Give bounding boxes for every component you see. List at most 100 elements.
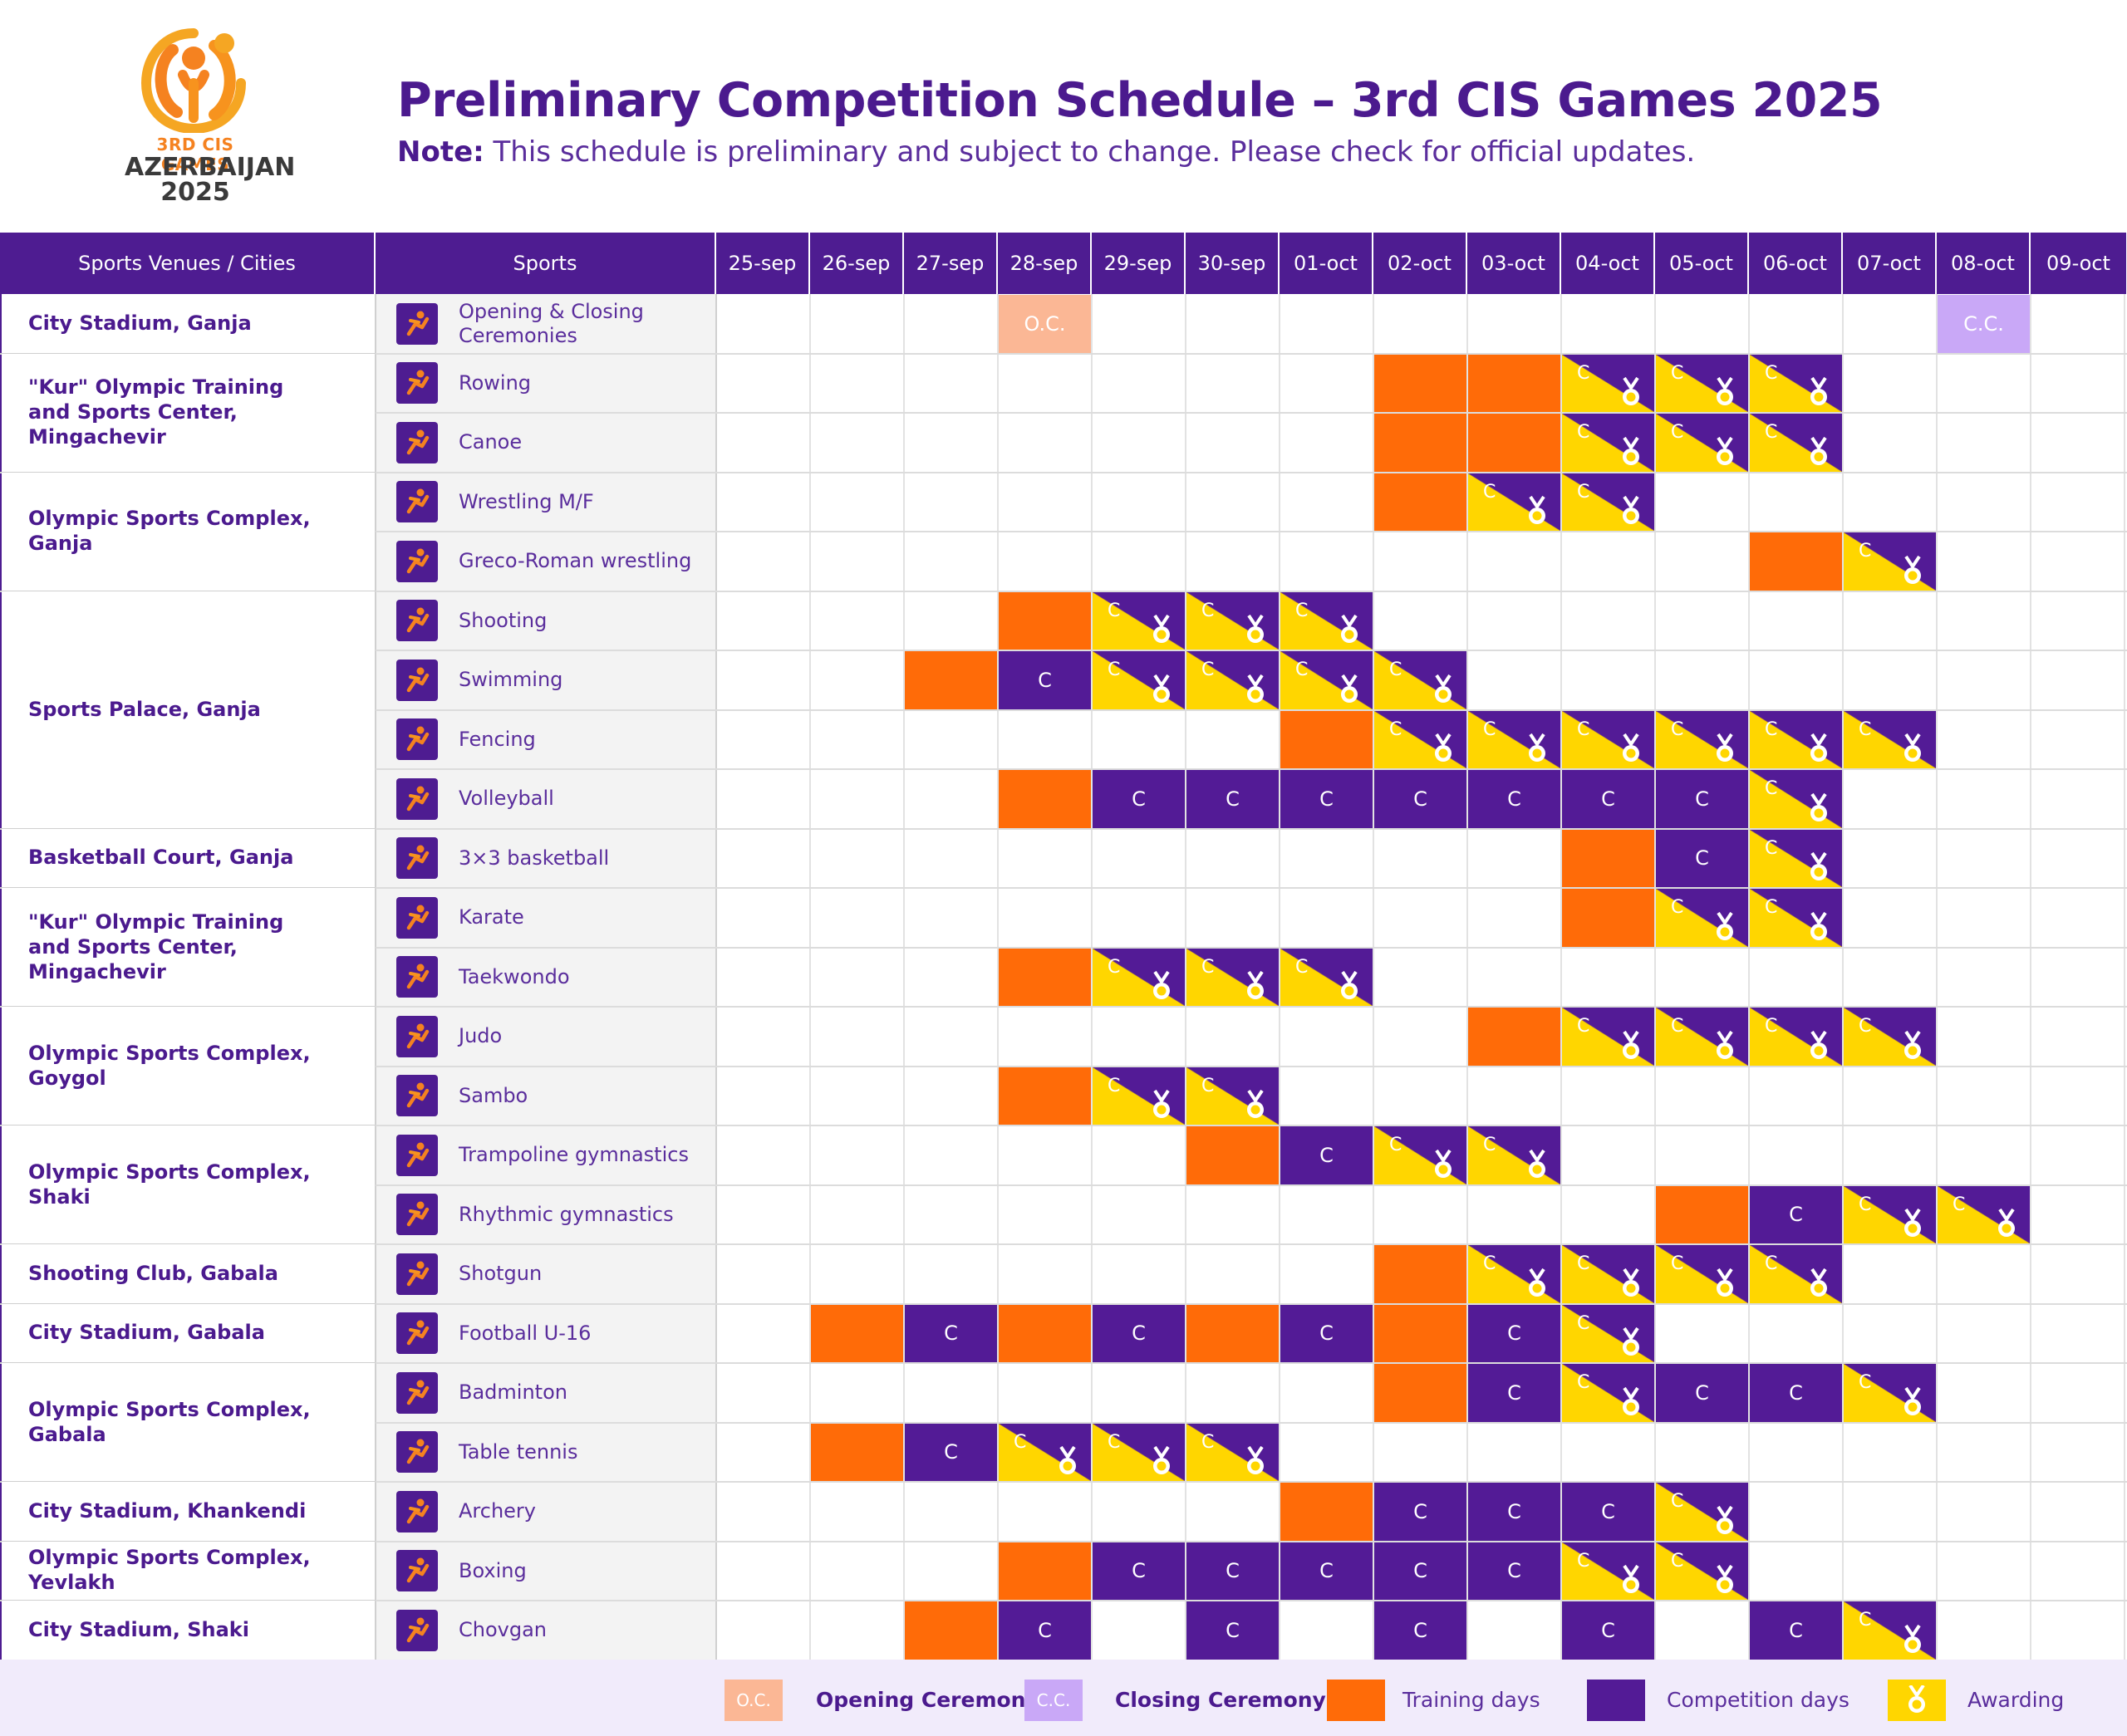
venue-name: Olympic Sports Complex, Shaki xyxy=(28,1160,311,1209)
sport-cell: Football U-16 xyxy=(376,1303,716,1363)
competition-day-cell: C xyxy=(1280,1304,1373,1362)
awarding-day-cell: C xyxy=(1562,1542,1654,1600)
awarding-day-cell: C xyxy=(1186,651,1279,709)
medal-icon xyxy=(1904,555,1921,584)
awarding-day-cell: C xyxy=(1468,1126,1560,1184)
competition-day-cell: C xyxy=(1562,1483,1654,1541)
header-date: 03-oct xyxy=(1467,233,1561,294)
competition-mark: C xyxy=(1859,541,1872,562)
shotgun-icon-glyph xyxy=(406,1261,430,1286)
grid-column-line xyxy=(1466,294,1468,1660)
basketball-icon xyxy=(396,837,438,880)
training-day-cell xyxy=(811,1304,903,1362)
archery-icon xyxy=(396,1490,438,1532)
competition-day-cell: C xyxy=(1280,1126,1373,1184)
legend-competition-days: Competition days xyxy=(1667,1688,1849,1712)
grid-column-line xyxy=(1279,294,1280,1660)
schedule-table: Sports Venues / Cities Sports 25-sep 26-sep… xyxy=(0,233,2127,1660)
logo-line-2: AZERBAIJAN xyxy=(125,153,296,182)
medal-icon xyxy=(1717,1030,1733,1059)
medal-icon xyxy=(1247,1446,1264,1474)
competition-day-cell: C xyxy=(999,651,1091,709)
venue-name: Sports Palace, Ganja xyxy=(28,697,261,721)
grid-row-line xyxy=(376,1125,2127,1126)
medal-icon xyxy=(1717,1268,1733,1297)
grid-row-line xyxy=(376,709,2127,711)
header-venues: Sports Venues / Cities xyxy=(0,233,376,294)
competition-mark: C xyxy=(1201,956,1215,978)
awarding-day-cell: C xyxy=(1562,1364,1654,1422)
venue-name: Olympic Sports Complex, Goygol xyxy=(28,1041,311,1090)
sport-cell: Shotgun xyxy=(376,1244,716,1304)
venue-cell: City Stadium, Khankendi xyxy=(2,1482,375,1540)
medal-icon xyxy=(1904,733,1921,762)
competition-mark: C xyxy=(1859,1372,1872,1393)
awarding-day-cell: C xyxy=(1750,710,1842,768)
fencing-icon-glyph xyxy=(406,726,430,752)
fencing-icon xyxy=(396,718,438,761)
awarding-day-cell: C xyxy=(1562,710,1654,768)
competition-mark: C xyxy=(1671,422,1684,443)
competition-mark: C xyxy=(1577,718,1590,740)
closing-ceremony-cell: C.C. xyxy=(1938,295,2030,353)
sport-name: Opening & Closing Ceremonies xyxy=(459,299,644,347)
competition-mark: C xyxy=(1389,660,1402,680)
awarding-day-cell: C xyxy=(1468,473,1560,531)
medal-icon xyxy=(1810,792,1827,821)
venue-name: Shooting Club, Gabala xyxy=(28,1261,278,1285)
sport-cell: Karate xyxy=(376,888,716,948)
competition-mark: C xyxy=(1671,1253,1684,1274)
awarding-day-cell: C xyxy=(1093,651,1185,709)
medal-icon xyxy=(1529,1268,1545,1297)
training-day-cell xyxy=(999,1304,1091,1362)
awarding-day-cell: C xyxy=(1280,591,1373,650)
competition-mark: C xyxy=(1671,897,1684,918)
awarding-day-cell: C xyxy=(999,1423,1091,1481)
awarding-day-cell: C xyxy=(1750,1008,1842,1066)
competition-day-cell: C xyxy=(1280,770,1373,828)
competition-mark: C xyxy=(1859,1194,1872,1215)
volleyball-icon-glyph xyxy=(406,786,430,811)
competition-mark: C xyxy=(1577,422,1590,443)
venue-name: City Stadium, Ganja xyxy=(28,311,252,335)
venue-name: City Stadium, Shaki xyxy=(28,1617,249,1641)
karate-icon xyxy=(396,896,438,939)
legend-cc-code: C.C. xyxy=(1036,1690,1071,1710)
awarding-day-cell: C xyxy=(1656,1008,1748,1066)
sport-name: Wrestling M/F xyxy=(459,489,594,513)
competition-mark: C xyxy=(1577,1016,1590,1037)
competition-mark: C xyxy=(1859,1016,1872,1037)
competition-mark: C xyxy=(1201,660,1215,680)
sport-cell: Rowing xyxy=(376,353,716,413)
medal-icon xyxy=(1810,852,1827,880)
venue-name: Olympic Sports Complex, Yevlakh xyxy=(28,1546,311,1595)
venue-name: Olympic Sports Complex, Ganja xyxy=(28,507,311,555)
page-header: 3RD CIS GAMES AZERBAIJAN 2025 Preliminar… xyxy=(0,0,2127,233)
medal-icon xyxy=(1623,1565,1639,1593)
table-tennis-icon xyxy=(396,1431,438,1474)
shooting-icon xyxy=(396,600,438,642)
competition-mark: C xyxy=(1671,1491,1684,1512)
competition-day-cell: C xyxy=(1374,1542,1466,1600)
boxing-icon-glyph xyxy=(406,1557,430,1583)
training-day-cell xyxy=(1750,532,1842,591)
venue-separator xyxy=(375,294,376,1660)
sport-cell: Volleyball xyxy=(376,769,716,829)
grid-column-line xyxy=(1748,294,1750,1660)
competition-mark: C xyxy=(1765,778,1778,799)
sport-name: Karate xyxy=(459,905,524,929)
awarding-day-cell: C xyxy=(1562,414,1654,472)
competition-day-cell: C xyxy=(1374,1483,1466,1541)
competition-day-cell: C xyxy=(1468,1364,1560,1422)
chovgan-icon-glyph xyxy=(406,1617,430,1642)
grid-row-line xyxy=(376,1006,2127,1008)
header-date: 27-sep xyxy=(904,233,998,294)
medal-icon xyxy=(1904,1209,1921,1237)
sport-cell: Trampoline gymnastics xyxy=(376,1125,716,1185)
logo-line-3: 2025 xyxy=(160,178,230,207)
medal-icon xyxy=(1623,1030,1639,1059)
medal-icon xyxy=(1153,615,1170,643)
awarding-day-cell: C xyxy=(1844,1008,1936,1066)
training-day-cell xyxy=(1656,1185,1748,1243)
competition-day-cell: C xyxy=(1280,1542,1373,1600)
